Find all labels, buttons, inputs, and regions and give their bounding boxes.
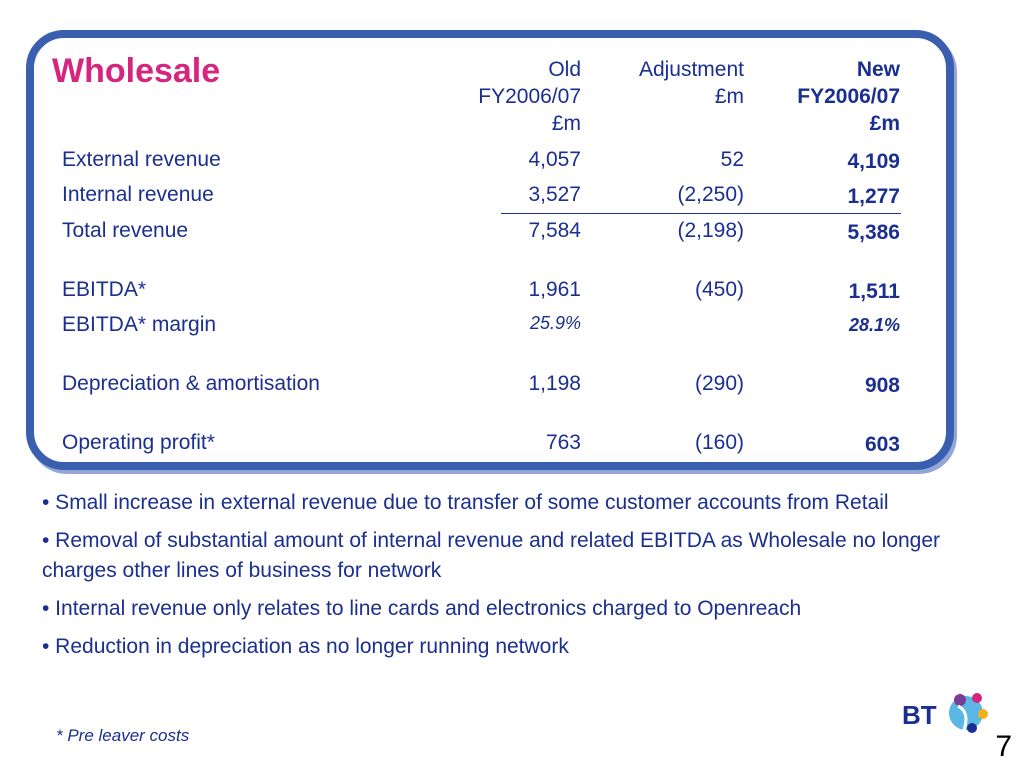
- subtotal-rule: [501, 213, 901, 214]
- page-title: Wholesale: [52, 52, 221, 90]
- row-label-total-revenue: Total revenue: [62, 219, 189, 242]
- cell-old-ebitda: 1,961: [528, 278, 581, 301]
- note-item: • Small increase in external revenue due…: [42, 491, 889, 514]
- header-new: New FY2006/07 £m: [797, 58, 900, 135]
- row-label-depreciation-amortisation: Depreciation & amortisation: [62, 372, 320, 395]
- cell-adjustment-operating-profit: (160): [694, 431, 744, 454]
- logo-dot-purple: [954, 694, 966, 706]
- logo-dot-pink: [972, 693, 982, 703]
- cell-old-internal-revenue: 3,527: [528, 183, 581, 206]
- row-label-internal-revenue: Internal revenue: [62, 183, 214, 206]
- header-adjustment: Adjustment £m: [638, 58, 744, 108]
- cell-new-operating-profit: 603: [864, 433, 900, 456]
- cell-adjustment-ebitda: (450): [694, 278, 744, 301]
- logo-text: BT: [902, 700, 937, 730]
- logo-piper-stroke: [957, 704, 968, 731]
- cell-old-total-revenue: 7,584: [528, 219, 581, 242]
- cell-adjustment-depreciation-amortisation: (290): [694, 372, 744, 395]
- cell-new-internal-revenue: 1,277: [847, 185, 900, 208]
- note-item: • Reduction in depreciation as no longer…: [42, 635, 569, 658]
- logo-dot-blue: [967, 723, 977, 733]
- row-label-external-revenue: External revenue: [62, 148, 221, 171]
- note-item: • Internal revenue only relates to line …: [42, 597, 802, 620]
- note-item: • Removal of substantial amount of inter…: [42, 529, 941, 582]
- cell-new-ebitda-margin: 28.1%: [848, 315, 900, 335]
- row-label-ebitda: EBITDA*: [62, 278, 147, 301]
- page-number: 7: [995, 730, 1012, 763]
- cell-new-external-revenue: 4,109: [847, 150, 900, 173]
- logo-dot-yellow: [978, 709, 988, 719]
- cell-adjustment-internal-revenue: (2,250): [677, 183, 744, 206]
- cell-new-total-revenue: 5,386: [847, 221, 900, 244]
- table-panel: [26, 30, 954, 470]
- row-label-ebitda-margin: EBITDA* margin: [62, 313, 217, 336]
- cell-old-depreciation-amortisation: 1,198: [528, 372, 581, 395]
- cell-old-external-revenue: 4,057: [528, 148, 581, 171]
- cell-adjustment-total-revenue: (2,198): [677, 219, 744, 242]
- bt-piper-logo-icon: BT: [902, 693, 988, 733]
- header-old: Old FY2006/07 £m: [478, 58, 581, 135]
- footnote: * Pre leaver costs: [56, 726, 190, 745]
- cell-new-depreciation-amortisation: 908: [864, 374, 900, 397]
- cell-adjustment-external-revenue: 52: [720, 148, 744, 171]
- row-label-operating-profit: Operating profit*: [62, 431, 215, 454]
- cell-old-ebitda-margin: 25.9%: [529, 313, 581, 333]
- cell-new-ebitda: 1,511: [848, 280, 900, 303]
- notes-list: • Small increase in external revenue due…: [42, 488, 982, 670]
- cell-old-operating-profit: 763: [545, 431, 581, 454]
